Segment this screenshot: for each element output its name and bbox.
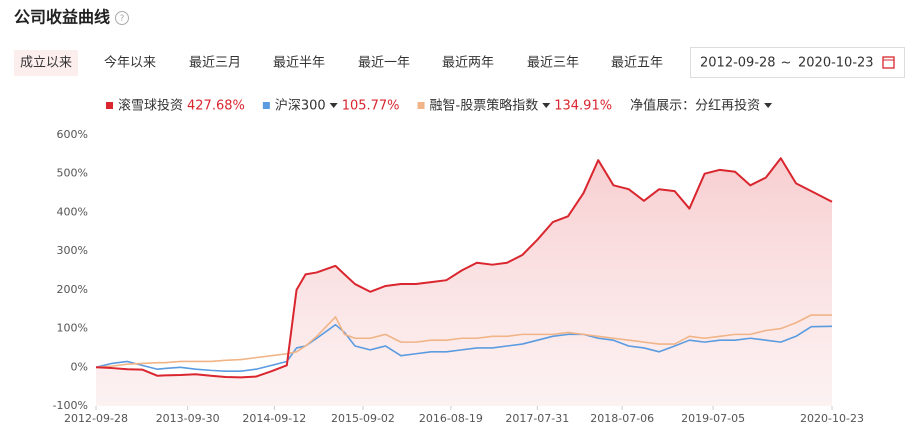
date-range[interactable]: 2012-09-28 ~ 2020-10-23 — [690, 47, 905, 78]
date-end: 2020-10-23 — [798, 56, 874, 71]
svg-text:?: ? — [120, 14, 125, 24]
y-tick-label: 400% — [57, 205, 88, 218]
legend-label[interactable]: 沪深300 — [275, 98, 326, 114]
tab[interactable]: 最近五年 — [611, 56, 663, 71]
x-tick-label: 2014-09-12 — [242, 412, 306, 425]
tab[interactable]: 最近三月 — [189, 56, 241, 71]
page-title: 公司收益曲线 — [14, 8, 110, 27]
x-tick-label: 2013-09-30 — [156, 412, 220, 425]
tab[interactable]: 最近一年 — [358, 56, 410, 71]
tab[interactable]: 最近三年 — [527, 56, 579, 71]
x-tick-label: 2016-08-19 — [419, 412, 483, 425]
legend-swatch — [106, 102, 113, 109]
dropdown-arrow[interactable] — [764, 103, 773, 108]
dropdown-arrow[interactable] — [542, 103, 551, 108]
dropdown-arrow[interactable] — [329, 103, 338, 108]
series-line — [95, 323, 833, 372]
x-tick-label: 2020-10-23 — [800, 412, 864, 425]
x-tick-label: 2018-07-06 — [590, 412, 654, 425]
series-line — [95, 157, 833, 379]
legend-value: 427.68% — [187, 99, 245, 114]
tab[interactable]: 最近半年 — [273, 56, 325, 71]
y-tick-label: 600% — [57, 128, 88, 141]
legend-value: 134.91% — [554, 99, 612, 114]
legend-value: 105.77% — [342, 99, 400, 114]
tab[interactable]: 最近两年 — [442, 56, 494, 71]
legend: 滚雪球投资 427.68% 沪深300 105.77% 融智-股票策略指数 134.91%… — [106, 98, 773, 114]
y-tick-label: -100% — [53, 399, 88, 412]
help-icon[interactable]: ? — [115, 11, 129, 25]
tab[interactable]: 成立以来 — [20, 56, 72, 71]
y-tick-label: 200% — [57, 283, 88, 296]
x-tick-label: 2015-09-02 — [331, 412, 395, 425]
series-area — [96, 158, 832, 406]
y-tick-label: 300% — [57, 244, 88, 257]
active-tab-bg — [14, 50, 79, 76]
x-tick-label: 2019-07-05 — [681, 412, 745, 425]
y-tick-label: 0% — [71, 360, 88, 373]
series-line — [95, 314, 833, 369]
tab[interactable]: 今年以来 — [104, 55, 156, 71]
legend-swatch — [262, 102, 270, 109]
nav-display[interactable]: 净值展示：分红再投资 — [630, 98, 760, 114]
date-start: 2012-09-28 — [700, 56, 776, 71]
x-tick-label: 2017-07-31 — [505, 412, 569, 425]
y-tick-label: 100% — [57, 322, 88, 335]
y-tick-label: 500% — [57, 167, 88, 180]
plot-area: 600% 500% 400% 300% 200% 100% 0% -100%2012-09-2… — [53, 128, 864, 425]
legend-label[interactable]: 融智-股票策略指数 — [430, 98, 539, 114]
tabs: 成立以来 今年以来 最近三月 最近半年 最近一年 最近两年 最近三年 最近五年 — [14, 50, 663, 76]
legend-swatch — [417, 102, 425, 109]
legend-label[interactable]: 滚雪球投资 — [118, 98, 183, 114]
date-separator: ~ — [781, 56, 792, 71]
x-tick-label: 2012-09-28 — [64, 412, 128, 425]
